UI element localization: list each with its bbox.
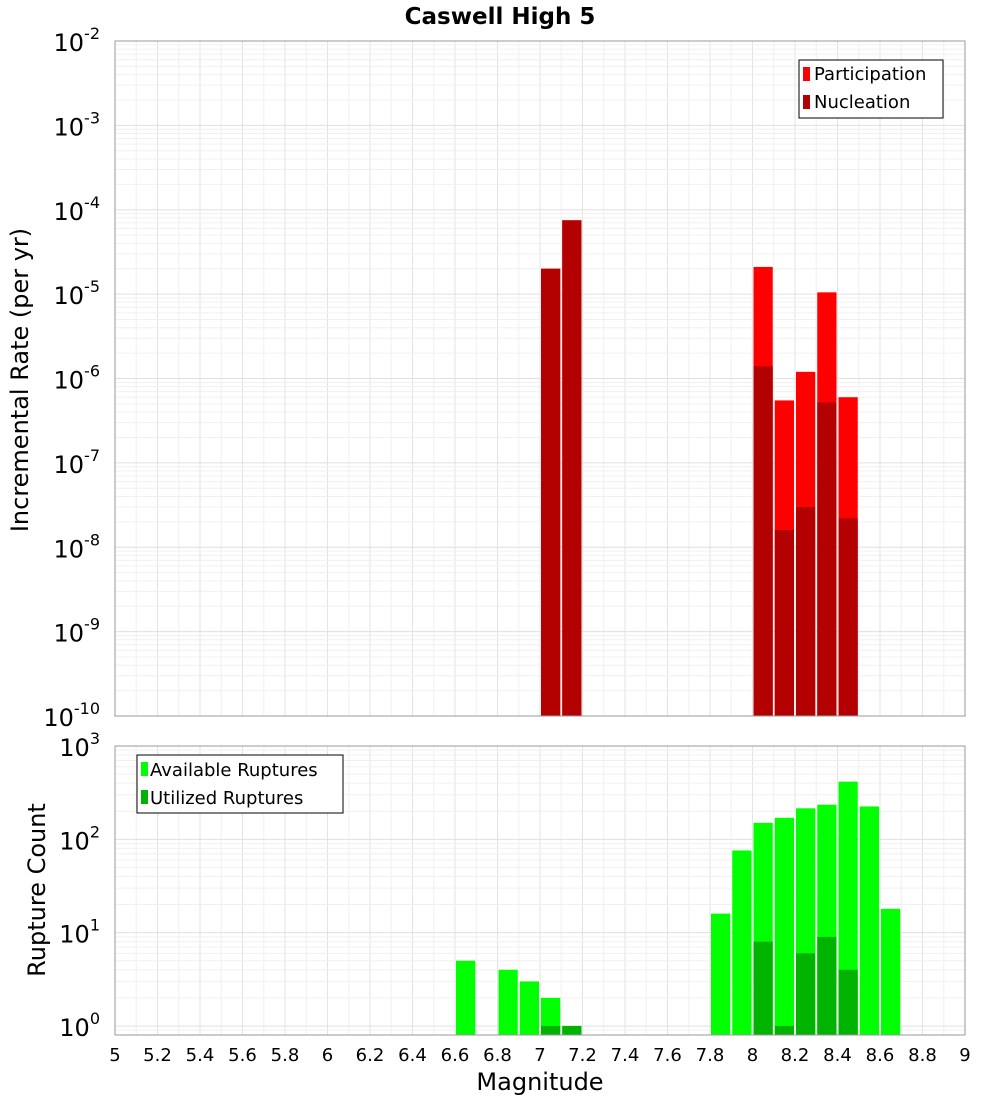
bottom-bar-available-ruptures (456, 960, 476, 1035)
x-tick-label: 5.4 (186, 1045, 215, 1066)
bottom-bar-available-ruptures (541, 997, 561, 1035)
bottom-bar-utilized-ruptures (753, 941, 773, 1035)
x-tick-label: 7.6 (653, 1045, 682, 1066)
y-tick-label: 10-10 (43, 699, 100, 732)
bottom-bar-available-ruptures (881, 908, 901, 1035)
top-bar-nucleation (817, 402, 837, 716)
top-panel: 10-10 10-9 10-8 10-7 10-6 10-5 10-4 10-3 10-2 In… (6, 24, 966, 732)
y-tick-label: 101 (59, 916, 100, 949)
bottom-bars (456, 781, 901, 1035)
y-tick-label: 10-8 (54, 530, 101, 563)
y-tick-label: 10-6 (54, 362, 101, 395)
x-tick-label: 5.2 (143, 1045, 172, 1066)
x-axis-label: Magnitude (476, 1068, 603, 1096)
bottom-panel: 100 101 102 103 5 5.2 5.4 5.6 5.8 6 6.2 6.4 6.6 6.8 7… (23, 729, 971, 1096)
bottom-bar-available-ruptures (774, 817, 794, 1035)
bottom-bar-available-ruptures (498, 969, 518, 1035)
bottom-legend-box (136, 754, 344, 814)
top-bar-nucleation (541, 268, 561, 716)
bottom-bar-utilized-ruptures (796, 953, 816, 1035)
top-legend-box (798, 59, 944, 119)
y-tick-label: 10-2 (54, 24, 101, 57)
bottom-bar-utilized-ruptures (774, 1025, 794, 1035)
top-y-ticks: 10-10 10-9 10-8 10-7 10-6 10-5 10-4 10-3 10-2 (43, 24, 100, 732)
y-tick-label: 10-3 (54, 108, 101, 141)
top-grid (114, 40, 966, 717)
bottom-legend: Available Ruptures Utilized Ruptures (136, 754, 344, 814)
top-bar-nucleation (562, 220, 582, 717)
bottom-bar-utilized-ruptures (838, 969, 858, 1035)
y-tick-label: 103 (59, 729, 100, 762)
y-tick-label: 102 (59, 822, 100, 855)
x-tick-label: 8.6 (866, 1045, 895, 1066)
x-ticks: 5 5.2 5.4 5.6 5.8 6 6.2 6.4 6.6 6.8 7 7.2 7.4 7.6 7.8 8… (109, 1045, 970, 1066)
x-tick-label: 8.4 (823, 1045, 852, 1066)
utilized-ruptures-legend-label: Utilized Ruptures (150, 788, 303, 809)
y-tick-label: 10-7 (54, 446, 101, 479)
top-bar-nucleation (796, 506, 816, 716)
nucleation-legend-label: Nucleation (814, 92, 910, 113)
top-bar-nucleation (774, 530, 794, 716)
bottom-bar-available-ruptures (859, 806, 879, 1035)
top-bar-nucleation (753, 366, 773, 716)
available-ruptures-swatch (141, 762, 148, 776)
top-legend: Participation Nucleation (798, 59, 944, 119)
x-tick-label: 5 (109, 1045, 120, 1066)
x-tick-label: 6 (322, 1045, 333, 1066)
top-bar-nucleation (838, 518, 858, 716)
x-tick-label: 6.2 (356, 1045, 385, 1066)
x-tick-label: 7.8 (696, 1045, 725, 1066)
x-tick-label: 8 (747, 1045, 758, 1066)
chart-title: Caswell High 5 (405, 4, 596, 30)
bottom-bar-utilized-ruptures (541, 1025, 561, 1035)
y-tick-label: 10-5 (54, 277, 101, 310)
nucleation-swatch (803, 95, 810, 109)
participation-swatch (803, 67, 810, 81)
available-ruptures-legend-label: Available Ruptures (150, 760, 318, 781)
bottom-bar-available-ruptures (519, 981, 539, 1035)
participation-legend-label: Participation (814, 64, 926, 85)
x-tick-label: 5.6 (228, 1045, 257, 1066)
bottom-bar-utilized-ruptures (817, 936, 837, 1035)
x-tick-label: 6.8 (483, 1045, 512, 1066)
x-tick-label: 6.6 (441, 1045, 470, 1066)
x-tick-label: 6.4 (398, 1045, 427, 1066)
bottom-y-axis-label: Rupture Count (23, 803, 51, 977)
y-tick-label: 10-4 (54, 193, 101, 226)
y-tick-label: 100 (59, 1009, 100, 1042)
bottom-bar-utilized-ruptures (562, 1025, 582, 1035)
utilized-ruptures-swatch (141, 790, 148, 804)
x-tick-label: 8.8 (908, 1045, 937, 1066)
x-tick-label: 7.4 (611, 1045, 640, 1066)
bottom-bar-available-ruptures (711, 913, 731, 1035)
bottom-y-ticks: 100 101 102 103 (59, 729, 100, 1042)
y-tick-label: 10-9 (54, 615, 101, 648)
top-bars (541, 220, 858, 717)
x-tick-label: 8.2 (781, 1045, 810, 1066)
x-tick-label: 7 (534, 1045, 545, 1066)
bottom-bar-available-ruptures (732, 850, 752, 1035)
top-plot-frame (114, 40, 966, 717)
x-tick-label: 5.8 (271, 1045, 300, 1066)
top-y-axis-label: Incremental Rate (per yr) (6, 228, 34, 532)
x-tick-label: 7.2 (568, 1045, 597, 1066)
bottom-plot-frame (114, 745, 966, 1036)
x-tick-label: 9 (959, 1045, 970, 1066)
